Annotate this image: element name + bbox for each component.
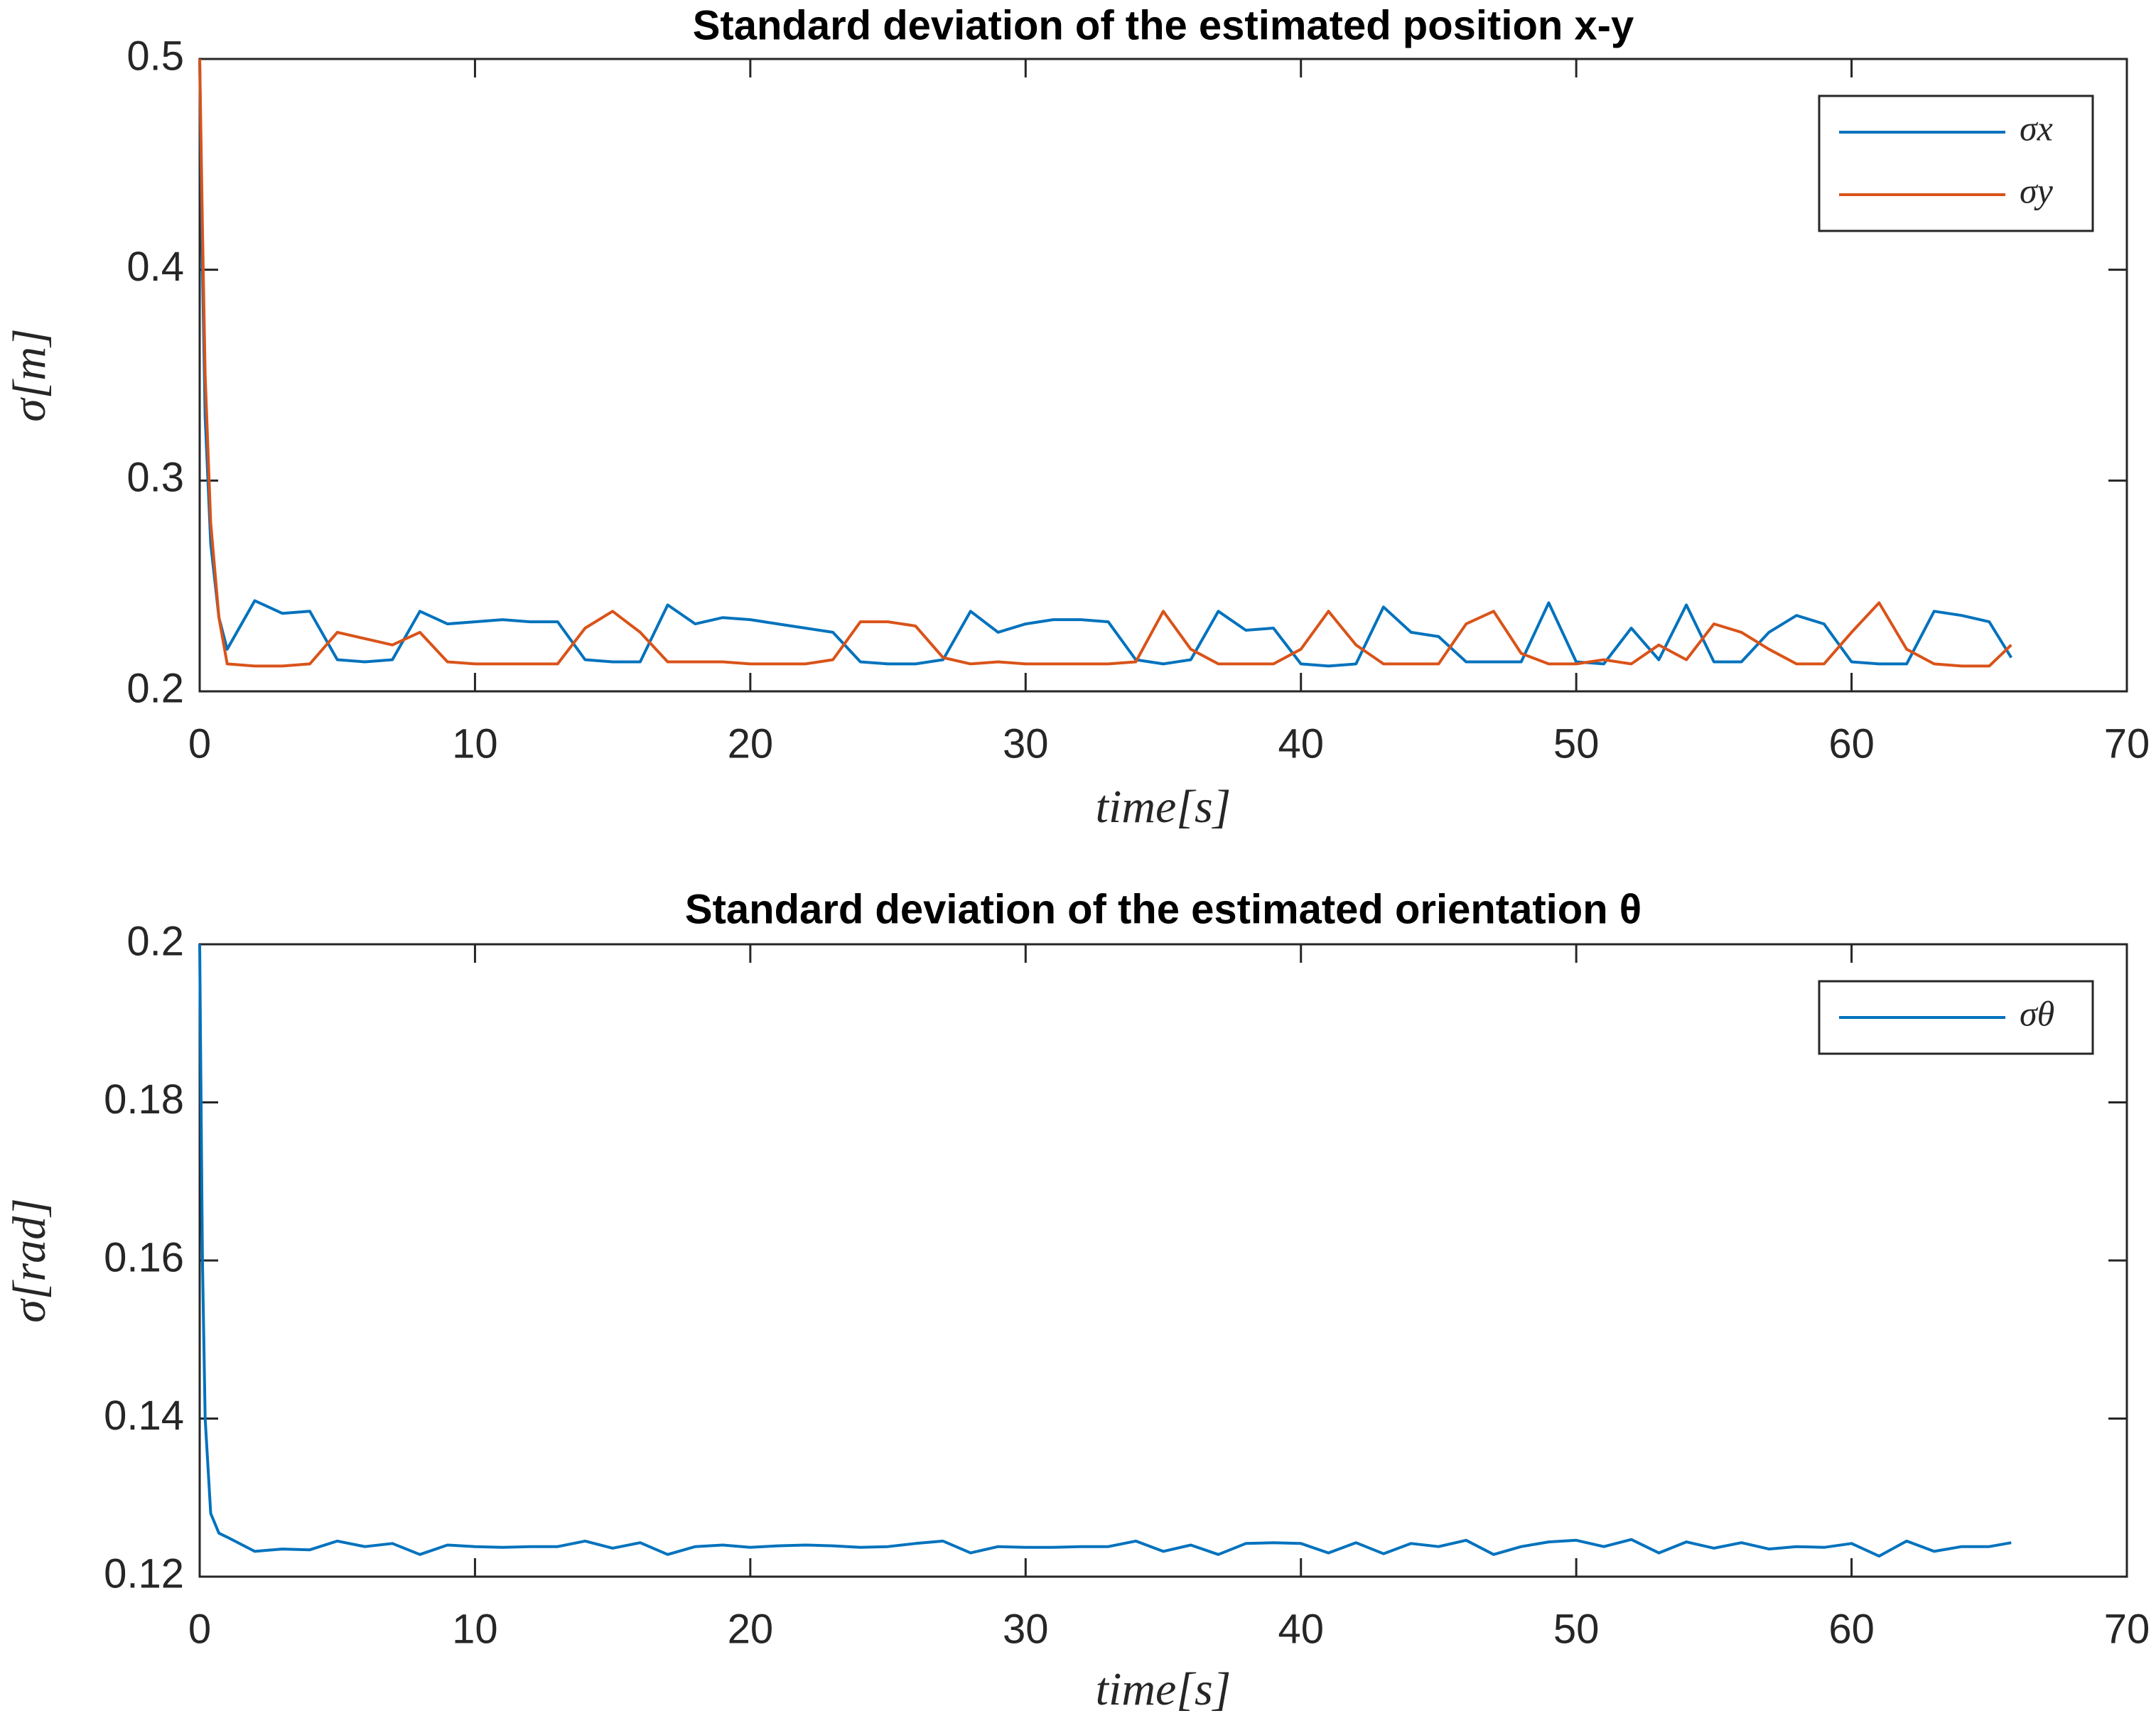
x-tick-label: 40 xyxy=(1278,720,1324,767)
y-tick-label: 0.4 xyxy=(126,244,184,290)
y-tick-label: 0.2 xyxy=(126,665,184,711)
x-tick-label: 70 xyxy=(2104,1606,2150,1652)
y-tick-label: 0.2 xyxy=(126,918,184,964)
x-tick-label: 60 xyxy=(1828,1606,1875,1652)
legend-box xyxy=(1818,94,2094,232)
y-tick-label: 0.18 xyxy=(104,1076,184,1123)
x-tick-label: 50 xyxy=(1553,1606,1600,1652)
chart-title: Standard deviation of the estimated orie… xyxy=(685,886,1642,932)
y-tick-label: 0.16 xyxy=(104,1234,184,1280)
x-tick-label: 60 xyxy=(1828,720,1875,767)
legend-label: σy xyxy=(2020,171,2054,210)
y-tick-label: 0.5 xyxy=(126,33,184,79)
x-tick-label: 40 xyxy=(1278,1606,1324,1652)
x-tick-label: 70 xyxy=(2104,720,2150,767)
x-axis-label: time[s] xyxy=(1096,1663,1231,1715)
chart-title: Standard deviation of the estimated posi… xyxy=(693,2,1634,48)
data-line xyxy=(198,944,2012,1558)
plot-area xyxy=(198,58,2128,693)
x-tick-label: 0 xyxy=(188,720,211,767)
x-tick-label: 0 xyxy=(188,1606,211,1652)
x-axis-label: time[s] xyxy=(1096,781,1231,833)
x-tick-label: 30 xyxy=(1003,720,1049,767)
y-axis-label: σ[rad] xyxy=(4,1198,55,1323)
data-line xyxy=(198,58,2013,668)
y-axis-label: σ[m] xyxy=(4,328,55,422)
x-tick-label: 50 xyxy=(1553,720,1600,767)
x-tick-label: 10 xyxy=(452,720,498,767)
legend-label: σx xyxy=(2020,108,2053,148)
y-tick-label: 0.12 xyxy=(104,1550,184,1597)
x-tick-label: 20 xyxy=(728,1606,774,1652)
y-tick-label: 0.14 xyxy=(104,1393,184,1439)
x-tick-label: 20 xyxy=(728,720,774,767)
x-tick-label: 30 xyxy=(1003,1606,1049,1652)
data-line xyxy=(198,58,2012,668)
y-tick-label: 0.3 xyxy=(126,455,184,501)
legend-label: σθ xyxy=(2020,993,2054,1033)
plot-area xyxy=(198,943,2128,1578)
x-tick-label: 10 xyxy=(452,1606,498,1652)
